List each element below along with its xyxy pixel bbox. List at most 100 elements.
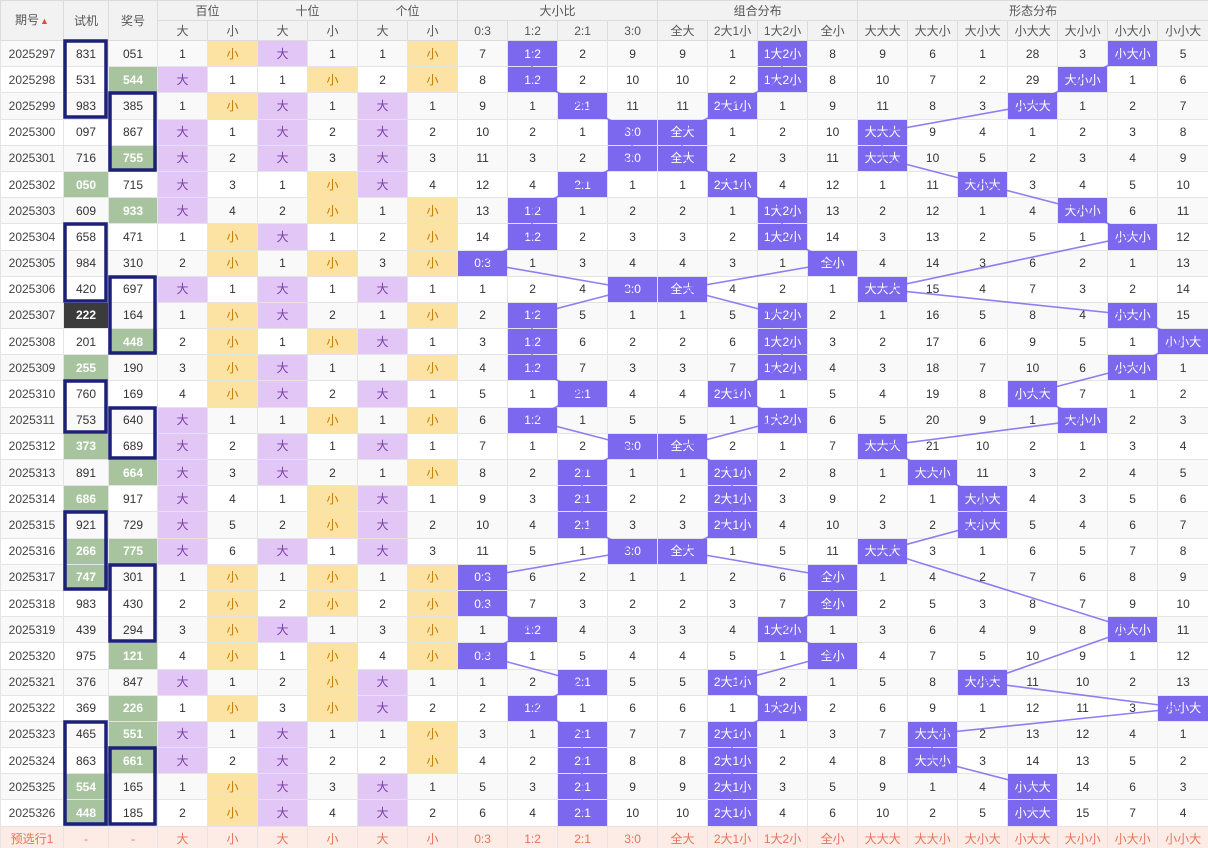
trend-cell: 12	[807, 170, 859, 199]
trend-cell: 21	[907, 432, 959, 461]
preselect-cell[interactable]: 小大小	[1107, 825, 1159, 848]
preselect-cell[interactable]: 大小大	[957, 825, 1009, 848]
preselect-prize[interactable]: -	[108, 825, 158, 848]
trend-cell: 1	[807, 275, 859, 303]
preselect-cell[interactable]: 大	[257, 825, 309, 848]
trend-cell: 2大1小	[707, 170, 759, 199]
trend-cell: 小	[407, 249, 459, 277]
trend-cell: 1	[407, 432, 459, 461]
trend-cell: 3	[357, 249, 409, 277]
trend-cell: 12	[1007, 694, 1059, 722]
trend-cell: 7	[457, 432, 509, 461]
trend-cell: 4	[507, 170, 559, 199]
trend-cell: 6	[807, 406, 859, 434]
trend-cell: 5	[557, 642, 609, 670]
trend-cell: 2大1小	[707, 458, 759, 487]
trend-cell: 小	[206, 799, 259, 827]
prize-number-cell: 755	[108, 144, 158, 172]
table-row: 2025303 609 933 大 4 2 小 1 小 13 1:2 1 2 2 1 1大2小 13 2 12 1 4 大…	[0, 197, 1208, 225]
trend-cell: 29	[1007, 66, 1059, 94]
trend-cell: 4	[757, 799, 809, 827]
preselect-cell[interactable]: 1:2	[507, 825, 559, 848]
preselect-cell[interactable]: 3:0	[607, 825, 659, 848]
table-row: 2025311 753 640 大 1 1 小 1 小 6 1:2 1 5 5 1 1大2小 6 5 20 9 1 大小小…	[0, 406, 1208, 434]
trend-cell: 大	[257, 144, 309, 172]
preselect-cell[interactable]: 2:1	[557, 825, 609, 848]
table-row: 2025297 831 051 1 小大 1 1 小 7 1:2 2 9 9 1 1大2小 8 9 6 1 28 3 小大…	[0, 39, 1208, 68]
trial-number-cell: 373	[63, 432, 109, 461]
trend-cell: 全大	[657, 275, 709, 303]
trend-cell: 9	[457, 92, 509, 120]
trend-cell: 7	[757, 589, 809, 618]
preselect-cell[interactable]: 1大2小	[757, 825, 809, 848]
trend-cell: 7	[657, 720, 709, 749]
trend-cell: 3	[1057, 485, 1109, 513]
trend-cell: 3	[457, 328, 509, 356]
trend-cell: 大大小	[907, 747, 959, 775]
trend-cell: 8	[807, 458, 859, 487]
preselect-cell[interactable]: 大	[157, 825, 208, 848]
trend-cell: 13	[1157, 249, 1208, 277]
trend-cell: 小	[407, 223, 459, 251]
trend-cell: 小	[307, 249, 359, 277]
trend-cell: 2	[257, 511, 309, 539]
preselect-trial[interactable]: -	[63, 825, 109, 848]
trial-number-cell: 753	[63, 406, 109, 434]
prize-number-cell: 661	[108, 747, 158, 775]
period-cell: 2025298	[0, 66, 64, 94]
preselect-cell[interactable]: 小大大	[1007, 825, 1059, 848]
preselect-cell[interactable]: 大	[357, 825, 409, 848]
trend-cell: 5	[657, 668, 709, 696]
preselect-row[interactable]: 预选行1- - 大小大小大小 0:3 1:2 2:1 3:0 全大 2大1小 1大2小 全小 大大大大…	[0, 825, 1208, 848]
trend-cell: 1	[307, 720, 359, 749]
trend-cell: 小	[407, 354, 459, 382]
trend-cell: 2	[857, 328, 909, 356]
preselect-cell[interactable]: 2大1小	[707, 825, 759, 848]
trend-cell: 小	[407, 301, 459, 330]
preselect-cell[interactable]: 小	[407, 825, 459, 848]
trend-cell: 9	[1007, 328, 1059, 356]
table-row: 2025316 266 775 大 6 大 1 大 3 11 5 1 3:0 全大 1 5 11 大大大 3 1 6 5 7…	[0, 537, 1208, 565]
preselect-cell[interactable]: 小	[307, 825, 359, 848]
prize-number-cell: 471	[108, 223, 158, 251]
trend-cell: 4	[957, 773, 1009, 801]
trial-number-cell: 448	[63, 799, 109, 827]
trend-cell: 1	[807, 668, 859, 696]
trend-cell: 2	[1057, 118, 1109, 146]
trend-cell: 1:2	[507, 354, 559, 382]
period-header[interactable]: 期号▲	[0, 0, 64, 41]
preselect-cell[interactable]: 全大	[657, 825, 709, 848]
trial-number-cell: 863	[63, 747, 109, 775]
trend-cell: 小	[206, 328, 259, 356]
preselect-cell[interactable]: 大大小	[907, 825, 959, 848]
trend-cell: 大	[257, 799, 309, 827]
trend-cell: 全大	[657, 118, 709, 146]
trend-cell: 3	[1057, 39, 1109, 68]
trend-cell: 大大大	[857, 275, 909, 303]
trend-cell: 1:2	[507, 694, 559, 722]
preselect-cell[interactable]: 大大大	[857, 825, 909, 848]
trend-cell: 3	[707, 249, 759, 277]
trend-cell: 大小小	[1057, 66, 1109, 94]
trend-cell: 6	[707, 328, 759, 356]
trend-cell: 小大大	[1007, 773, 1059, 801]
trend-cell: 2	[1107, 406, 1159, 434]
trend-cell: 10	[807, 118, 859, 146]
trend-cell: 4	[857, 380, 909, 408]
sort-icon[interactable]: ▲	[40, 16, 49, 26]
trend-cell: 1大2小	[757, 39, 809, 68]
trend-cell: 2大1小	[707, 747, 759, 775]
trend-cell: 9	[907, 118, 959, 146]
sub-header-cell: 大	[157, 20, 208, 41]
trend-cell: 大	[157, 197, 208, 225]
preselect-cell[interactable]: 大小小	[1057, 825, 1109, 848]
trend-cell: 2	[557, 66, 609, 94]
preselect-cell[interactable]: 小	[206, 825, 259, 848]
preselect-label[interactable]: 预选行1	[0, 825, 64, 848]
preselect-cell[interactable]: 0:3	[457, 825, 509, 848]
trend-cell: 1	[257, 485, 309, 513]
trend-cell: 4	[1107, 720, 1159, 749]
preselect-cell[interactable]: 全小	[807, 825, 859, 848]
trend-cell: 7	[857, 720, 909, 749]
preselect-cell[interactable]: 小小大	[1157, 825, 1208, 848]
